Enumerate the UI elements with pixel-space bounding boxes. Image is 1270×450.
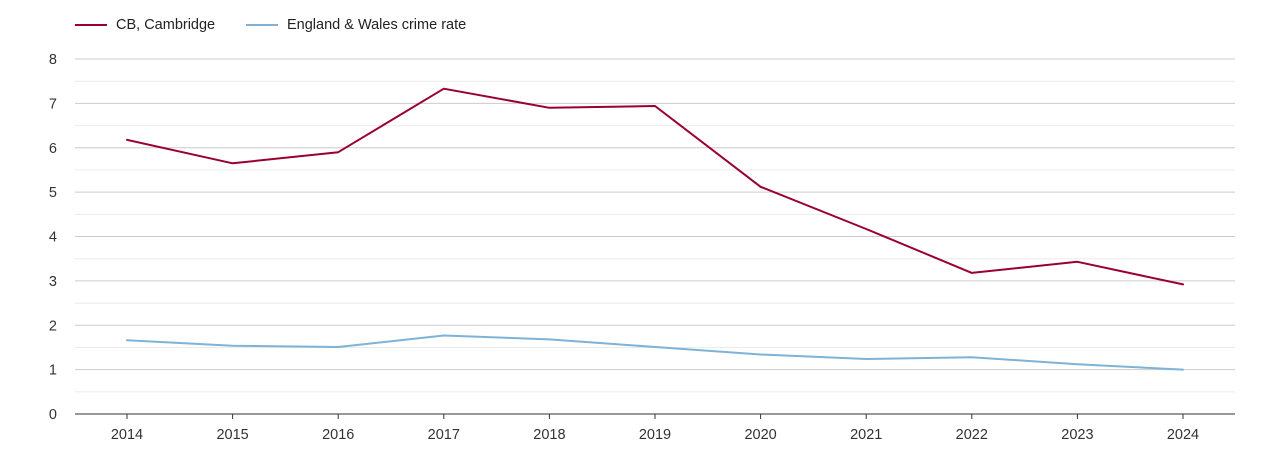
data-point-england-wales[interactable]: [125, 338, 130, 343]
legend-label-england-wales: England & Wales crime rate: [287, 17, 467, 33]
legend-item-cb-cambridge[interactable]: CB, Cambridge: [75, 14, 215, 36]
data-point-cb-cambridge[interactable]: [653, 104, 658, 109]
y-tick-label: 6: [49, 141, 57, 157]
series-line-england-wales[interactable]: [126, 334, 1184, 371]
x-tick-label: 2023: [1061, 427, 1093, 443]
series-lines: [125, 86, 1186, 372]
y-tick-label: 7: [49, 96, 57, 112]
y-tick-label: 4: [49, 230, 57, 246]
y-tick-label: 1: [49, 363, 57, 379]
series-line-cb-cambridge[interactable]: [126, 87, 1184, 286]
x-tick-label: 2020: [744, 427, 776, 443]
data-point-cb-cambridge[interactable]: [864, 226, 869, 231]
data-point-cb-cambridge[interactable]: [758, 184, 763, 189]
data-point-cb-cambridge[interactable]: [547, 105, 552, 110]
x-tick-label: 2021: [850, 427, 882, 443]
data-point-england-wales[interactable]: [653, 344, 658, 349]
x-tick-label: 2022: [956, 427, 988, 443]
x-tick-label: 2018: [533, 427, 565, 443]
legend-item-england-wales[interactable]: England & Wales crime rate: [246, 14, 466, 36]
data-point-england-wales[interactable]: [1075, 362, 1080, 367]
y-tick-label: 3: [49, 274, 57, 290]
data-point-england-wales[interactable]: [758, 352, 763, 357]
axes: 0 1 2 3 4 5 6 7 8 2014 2015 2016 2017 2018 2019 2020 202…: [49, 52, 1235, 443]
legend-label-cb-cambridge: CB, Cambridge: [116, 17, 216, 33]
data-point-cb-cambridge[interactable]: [1181, 282, 1186, 287]
data-point-england-wales[interactable]: [441, 333, 446, 338]
y-tick-label: 2: [49, 318, 57, 334]
data-point-cb-cambridge[interactable]: [441, 86, 446, 91]
x-tick-label: 2017: [428, 427, 460, 443]
data-point-england-wales[interactable]: [1181, 367, 1186, 372]
y-tick-label: 0: [49, 407, 57, 423]
data-point-england-wales[interactable]: [864, 356, 869, 361]
y-tick-label: 8: [49, 52, 57, 68]
data-point-cb-cambridge[interactable]: [1075, 259, 1080, 264]
x-tick-label: 2024: [1167, 427, 1199, 443]
data-point-england-wales[interactable]: [969, 355, 974, 360]
x-tick-label: 2016: [322, 427, 354, 443]
data-point-cb-cambridge[interactable]: [336, 150, 341, 155]
legend-swatch-cb-cambridge: [75, 24, 107, 26]
data-point-cb-cambridge[interactable]: [230, 161, 235, 166]
x-tick-label: 2014: [111, 427, 143, 443]
data-point-england-wales[interactable]: [230, 343, 235, 348]
legend-swatch-england-wales: [246, 24, 278, 26]
data-point-england-wales[interactable]: [336, 344, 341, 349]
y-tick-label: 5: [49, 185, 57, 201]
x-tick-label: 2019: [639, 427, 671, 443]
gridlines: [75, 58, 1235, 393]
data-point-england-wales[interactable]: [547, 337, 552, 342]
data-point-cb-cambridge[interactable]: [969, 270, 974, 275]
x-tick-label: 2015: [216, 427, 248, 443]
data-point-cb-cambridge[interactable]: [125, 137, 130, 142]
